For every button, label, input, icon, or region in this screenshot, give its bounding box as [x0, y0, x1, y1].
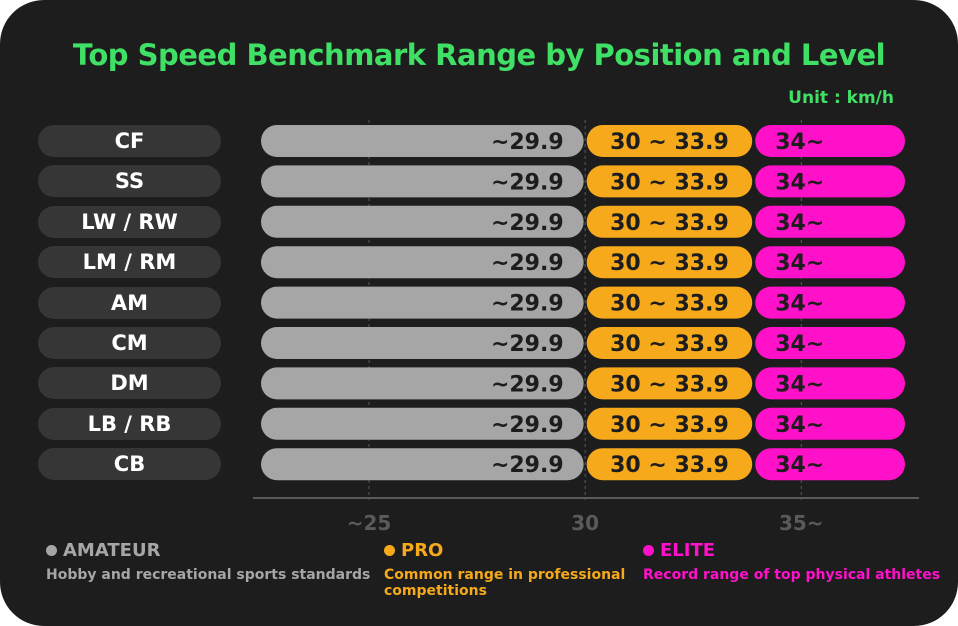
bar-amateur: [261, 125, 584, 157]
bar-label-pro: 30 ~ 33.9: [610, 170, 729, 195]
bar-label-amateur: ~29.9: [491, 453, 564, 478]
bar-elite: [755, 367, 905, 400]
legend-pro: PRO Common range in professional competi…: [384, 540, 634, 599]
legend-elite: ELITE Record range of top physical athle…: [643, 540, 943, 583]
bar-elite: [755, 125, 905, 157]
bar-label-pro: 30 ~ 33.9: [610, 372, 729, 397]
amateur-dot-icon: [46, 545, 57, 556]
unit-label: Unit : km/h: [788, 88, 894, 108]
position-label: SS: [38, 165, 221, 198]
bar-elite: [755, 407, 905, 440]
elite-dot-icon: [643, 545, 654, 556]
x-tick-label: 35~: [779, 511, 824, 535]
legend-amateur-name: AMATEUR: [63, 540, 161, 561]
bar-label-elite: 34~: [775, 170, 824, 195]
position-label: DM: [38, 367, 221, 400]
bar-label-amateur: ~29.9: [491, 211, 564, 236]
bar-amateur: [261, 327, 584, 359]
legend-pro-name: PRO: [401, 540, 444, 561]
legend-amateur-description: Hobby and recreational sports standards: [46, 567, 371, 583]
bar-elite: [755, 246, 905, 279]
bar-label-amateur: ~29.9: [491, 292, 564, 317]
bar-pro: [586, 448, 753, 481]
bar-label-pro: 30 ~ 33.9: [610, 211, 729, 236]
bar-label-amateur: ~29.9: [491, 332, 564, 357]
bar-label-amateur: ~29.9: [491, 413, 564, 438]
bar-label-amateur: ~29.9: [491, 372, 564, 397]
bar-elite: [755, 205, 905, 238]
bar-label-elite: 34~: [775, 211, 824, 236]
bar-label-pro: 30 ~ 33.9: [610, 251, 729, 276]
bar-elite: [755, 286, 905, 319]
bar-elite: [755, 165, 905, 198]
bar-label-pro: 30 ~ 33.9: [610, 453, 729, 478]
legend-elite-name: ELITE: [660, 540, 716, 561]
legend-elite-description: Record range of top physical athletes: [643, 567, 941, 583]
bar-pro: [586, 286, 753, 319]
chart-title: Top Speed Benchmark Range by Position an…: [72, 38, 886, 72]
bar-label-amateur: ~29.9: [491, 170, 564, 195]
bar-pro: [586, 246, 753, 279]
bar-pro: [586, 165, 753, 198]
bar-label-pro: 30 ~ 33.9: [610, 130, 729, 155]
bar-pro: [586, 367, 753, 400]
bar-elite: [755, 327, 905, 359]
bar-pro: [586, 327, 753, 359]
bar-label-elite: 34~: [775, 130, 824, 155]
bar-label-elite: 34~: [775, 372, 824, 397]
position-label: LM / RM: [38, 246, 221, 279]
bar-elite: [755, 448, 905, 481]
bar-label-pro: 30 ~ 33.9: [610, 413, 729, 438]
bar-amateur: [261, 448, 584, 481]
bar-label-elite: 34~: [775, 251, 824, 276]
bar-amateur: [261, 367, 584, 400]
legend-amateur: AMATEUR Hobby and recreational sports st…: [46, 540, 376, 583]
position-label: LB / RB: [38, 407, 221, 440]
position-label: AM: [38, 286, 221, 319]
bar-pro: [586, 125, 753, 157]
bar-amateur: [261, 407, 584, 440]
bar-pro: [586, 205, 753, 238]
bar-label-elite: 34~: [775, 292, 824, 317]
bar-amateur: [261, 286, 584, 319]
x-tick-label: 30: [571, 511, 599, 535]
x-tick-label: ~25: [347, 511, 392, 535]
bar-label-amateur: ~29.9: [491, 130, 564, 155]
legend-pro-description: Common range in professional competition…: [384, 567, 626, 599]
bar-label-elite: 34~: [775, 453, 824, 478]
bar-label-elite: 34~: [775, 413, 824, 438]
position-label: LW / RW: [38, 205, 221, 238]
bar-amateur: [261, 246, 584, 279]
position-label: CM: [38, 327, 221, 359]
position-label: CF: [38, 125, 221, 157]
bar-amateur: [261, 165, 584, 198]
bar-label-pro: 30 ~ 33.9: [610, 292, 729, 317]
bar-label-pro: 30 ~ 33.9: [610, 332, 729, 357]
bar-label-amateur: ~29.9: [491, 251, 564, 276]
bar-amateur: [261, 205, 584, 238]
bar-label-elite: 34~: [775, 332, 824, 357]
bar-pro: [586, 407, 753, 440]
position-label: CB: [38, 448, 221, 481]
pro-dot-icon: [384, 545, 395, 556]
